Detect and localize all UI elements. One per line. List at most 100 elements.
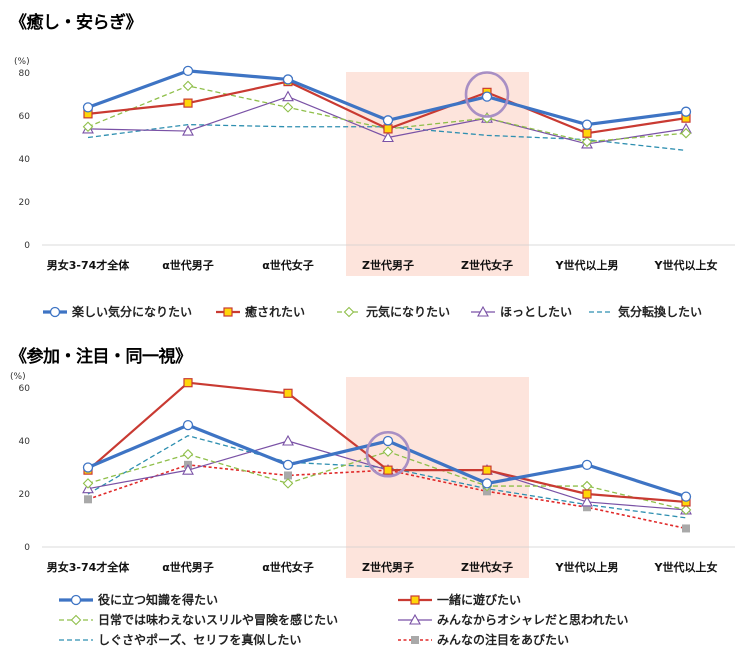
chart2-legend-item: 一緒に遊びたい: [397, 591, 521, 608]
chart2-ytick-0: 0: [24, 543, 30, 553]
chart1-category-label: Z世代女子: [461, 258, 513, 272]
legend-key-icon: [398, 594, 432, 605]
legend-label: 楽しい気分になりたい: [72, 305, 193, 319]
legend-label: みんなからオシャレだと思われたい: [437, 613, 629, 627]
chart2-data-point: [284, 471, 292, 480]
chart2-data-point: [182, 464, 194, 475]
chart2-data-point: [283, 388, 293, 398]
chart2-data-point: [182, 419, 194, 431]
chart1-data-point: [481, 91, 493, 102]
chart1-data-point: [680, 106, 692, 117]
chart1-category-label: α世代男子: [162, 258, 214, 272]
chart2-legend-item: しぐさやポーズ、セリフを真似したい: [58, 631, 301, 648]
chart1-data-point: [82, 102, 94, 113]
chart2-category-label: Z世代男子: [362, 560, 414, 574]
legend-label: みんなの注目をあびたい: [437, 633, 570, 647]
chart2-category-label: Z世代女子: [461, 560, 513, 574]
chart1-unit: (%): [14, 57, 30, 67]
chart1-data-point: [183, 98, 193, 108]
chart2-category-label: α世代女子: [262, 560, 314, 574]
chart1-category-label: α世代女子: [262, 258, 314, 272]
chart2-data-point: [282, 459, 294, 471]
chart2-category-label: Y世代以上男: [555, 560, 619, 574]
chart2-data-point: [282, 478, 294, 489]
legend-key-icon: [398, 613, 432, 625]
chart1-data-point: [581, 119, 593, 130]
chart2-data-point: [282, 434, 294, 446]
chart2-data-point: [582, 489, 592, 499]
legend-key-icon: [398, 635, 432, 644]
chart1-ytick-80: 80: [19, 69, 31, 79]
chart1-series-0: [82, 65, 692, 130]
chart2-series-0: [82, 419, 692, 502]
chart2-legend-item: みんなからオシャレだと思われたい: [397, 611, 628, 628]
legend-key-icon: [59, 638, 93, 641]
chart1-category-label: 男女3-74才全体: [47, 258, 131, 272]
chart2-data-point: [581, 459, 593, 471]
chart2-data-point: [680, 504, 692, 516]
chart2-data-point: [82, 462, 94, 473]
chart2-data-point: [581, 495, 593, 507]
chart2-emphasis-circle: [365, 430, 411, 478]
chart1-data-point: [282, 74, 294, 85]
chart2-data-point: [581, 480, 593, 492]
legend-key-icon: [589, 310, 613, 313]
chart1-data-point: [382, 131, 394, 143]
chart1-highlight-band: [346, 72, 529, 276]
chart2-data-point: [382, 435, 394, 447]
chart2-title: 《参加・注目・同一視》: [10, 347, 192, 367]
chart1-legend-item: 気分転換したい: [588, 303, 702, 320]
legend-label: 元気になりたい: [366, 305, 451, 319]
legend-label: 一緒に遊びたい: [437, 593, 522, 607]
chart1-title: 《癒し・安らぎ》: [10, 13, 143, 33]
chart1-ytick-0: 0: [24, 241, 30, 251]
chart1-data-point: [582, 128, 592, 138]
chart1-data-point: [182, 80, 194, 92]
legend-label: しぐさやポーズ、セリフを真似したい: [98, 633, 302, 647]
chart2-data-point: [382, 446, 394, 457]
chart2-ytick-60: 60: [19, 384, 31, 394]
chart2-data-point: [182, 448, 194, 460]
legend-label: 気分転換したい: [618, 305, 703, 319]
chart1-category-label: Y世代以上男: [555, 258, 619, 272]
chart2-unit: (%): [10, 372, 26, 382]
chart1-category-label: Z世代男子: [362, 258, 414, 272]
chart1-legend-item: 元気になりたい: [336, 303, 450, 320]
legend-label: 役に立つ知識を得たい: [98, 593, 219, 607]
chart2-category-label: 男女3-74才全体: [47, 560, 131, 574]
chart2-legend-item: 日常では味わえないスリルや冒険を感じたい: [58, 611, 338, 628]
legend-key-icon: [59, 594, 93, 605]
chart1-ytick-60: 60: [19, 112, 31, 122]
legend-key-icon: [59, 614, 93, 625]
chart2-ytick-40: 40: [19, 437, 31, 447]
chart2-category-label: Y世代以上女: [654, 560, 718, 574]
chart1-ytick-20: 20: [19, 198, 31, 208]
chart1-data-point: [182, 124, 194, 136]
chart2-data-point: [481, 478, 493, 489]
chart1-data-point: [82, 121, 94, 133]
chart1-data-point: [282, 102, 294, 113]
chart2-legend-item: みんなの注目をあびたい: [397, 631, 569, 648]
chart1-emphasis-circle: [464, 71, 510, 118]
chart2-data-point: [383, 465, 393, 475]
legend-label: ほっとしたい: [500, 305, 573, 319]
chart2-data-point: [82, 478, 94, 489]
legend-label: 癒されたい: [245, 305, 306, 319]
chart1-data-point: [282, 90, 294, 102]
legend-key-icon: [337, 306, 361, 317]
chart2-legend-item: 役に立つ知識を得たい: [58, 591, 218, 608]
legend-key-icon: [43, 306, 67, 317]
chart1-category-label: Y世代以上女: [654, 258, 718, 272]
chart1-data-point: [382, 115, 394, 126]
legend-label: 日常では味わえないスリルや冒険を感じたい: [98, 613, 339, 627]
chart1-ytick-40: 40: [19, 155, 31, 165]
chart2-data-point: [682, 524, 690, 533]
chart1-data-point: [581, 136, 593, 148]
chart1-data-point: [383, 124, 393, 134]
chart2-data-point: [680, 491, 692, 502]
chart2-ytick-20: 20: [19, 490, 31, 500]
chart2-data-point: [84, 495, 92, 504]
chart1-data-point: [680, 127, 692, 139]
chart1-data-point: [182, 65, 194, 76]
